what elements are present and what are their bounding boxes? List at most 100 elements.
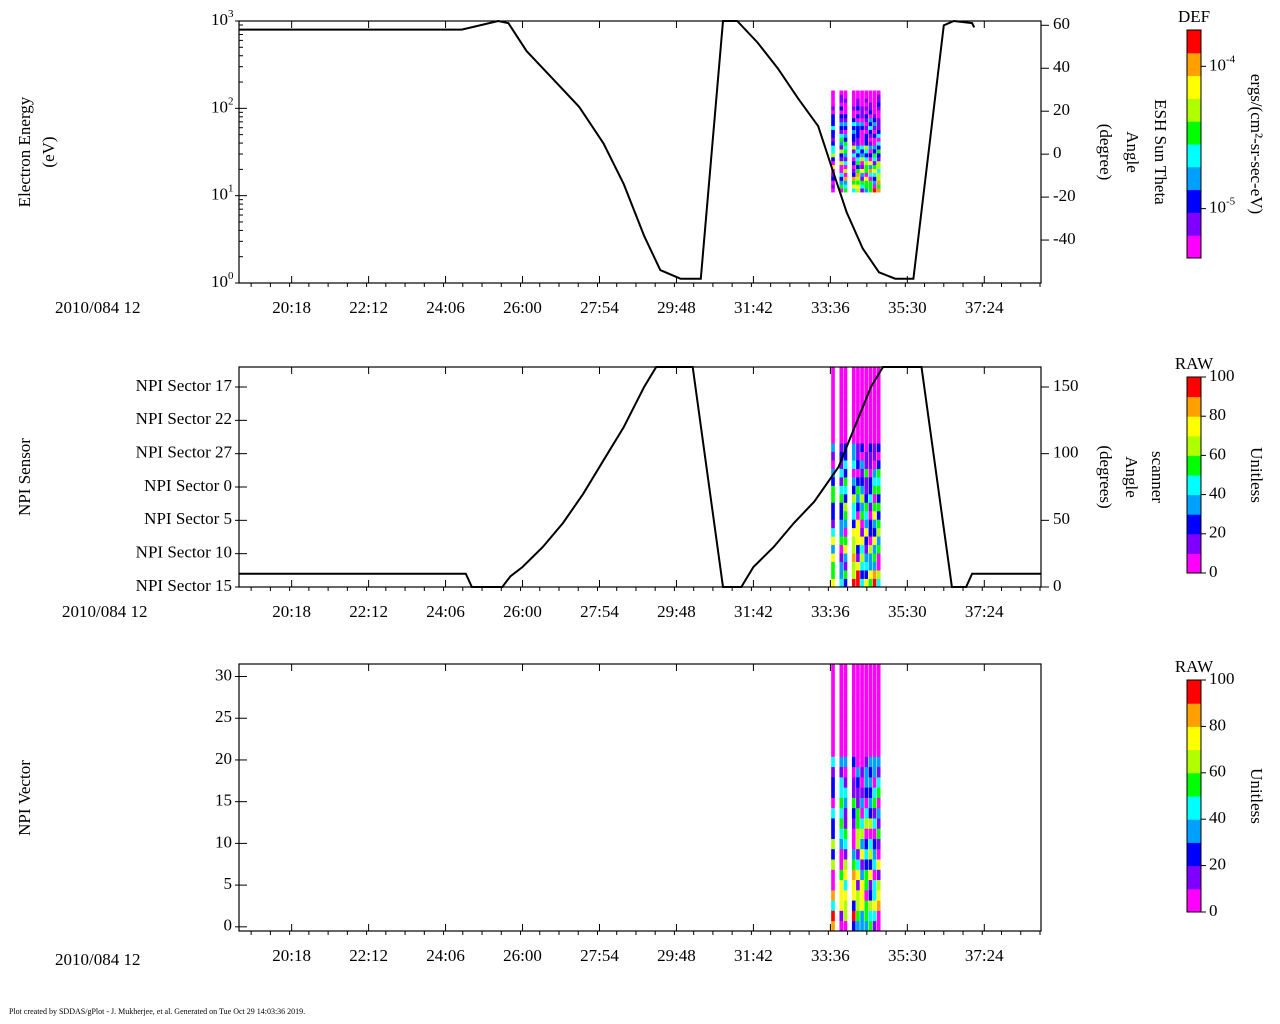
heatmap-cell — [864, 106, 869, 111]
colorbar-frame — [1186, 376, 1202, 574]
heatmap-cell — [876, 578, 881, 588]
heatmap-cell — [831, 137, 835, 142]
heatmap-cell — [876, 477, 881, 486]
x-tick-label: 20:18 — [272, 298, 311, 317]
heatmap-cell — [868, 879, 873, 891]
heatmap-cell — [868, 125, 873, 130]
heatmap-cell — [864, 485, 869, 495]
heatmap-cell — [860, 920, 864, 932]
heatmap-cell — [839, 98, 844, 103]
colorbar-swatch — [1187, 546, 1201, 551]
heatmap-cell — [839, 544, 844, 554]
heatmap-cell — [860, 90, 864, 95]
heatmap-cell — [831, 180, 835, 185]
colorbar-swatch — [1187, 484, 1201, 489]
right-tick-label: 150 — [1053, 376, 1079, 395]
heatmap-cell — [860, 510, 864, 520]
x-tick-label: 33:36 — [811, 946, 850, 965]
heatmap-cell — [843, 125, 848, 130]
heatmap-cell — [851, 160, 856, 166]
heatmap-cell — [839, 859, 844, 870]
heatmap-cell — [831, 102, 835, 107]
colorbar-swatch — [1187, 514, 1201, 518]
heatmap-cell — [839, 553, 844, 563]
heatmap-cell — [876, 141, 881, 146]
heatmap-cell — [851, 149, 856, 154]
heatmap-cell — [851, 180, 856, 185]
heatmap-cell — [868, 561, 873, 571]
heatmap-cell — [839, 818, 844, 829]
heatmap-cell — [831, 409, 835, 419]
heatmap-cell — [856, 180, 860, 185]
heatmap-cell — [851, 900, 856, 911]
heatmap-cell — [839, 106, 844, 111]
colorbar-swatch — [1187, 520, 1201, 525]
date-label: 2010/084 12 — [55, 298, 140, 317]
heatmap-cell — [856, 152, 860, 158]
heatmap-cell — [856, 859, 860, 870]
heatmap-cell — [864, 674, 869, 685]
heatmap-cell — [831, 766, 835, 778]
heatmap-cell — [868, 910, 873, 922]
heatmap-cell — [851, 694, 856, 706]
colorbar-swatch — [1187, 201, 1201, 206]
colorbar-swatch — [1187, 41, 1201, 46]
heatmap-cell — [860, 468, 864, 478]
colorbar-swatch — [1187, 393, 1201, 398]
colorbar-swatch — [1187, 741, 1201, 747]
colorbar-swatch — [1187, 106, 1201, 111]
heatmap-cell — [843, 180, 848, 185]
heatmap-cell — [864, 715, 869, 727]
heatmap-cell — [876, 133, 881, 138]
heatmap-cell — [831, 141, 835, 146]
heatmap-cell — [843, 553, 848, 563]
heatmap-cell — [872, 180, 877, 185]
heatmap-cell — [831, 164, 835, 170]
heatmap-cell — [872, 434, 877, 444]
heatmap-cell — [864, 156, 869, 162]
heatmap-cell — [876, 848, 881, 860]
colorbar-swatch — [1187, 846, 1201, 851]
heatmap-cell — [872, 121, 877, 127]
heatmap-cell — [856, 160, 860, 166]
colorbar-swatch — [1187, 854, 1201, 859]
heatmap-cell — [876, 164, 881, 170]
heatmap-cell — [864, 426, 869, 436]
heatmap-cell — [839, 746, 844, 757]
heatmap-cell — [839, 152, 844, 158]
heatmap-cell — [872, 493, 877, 503]
heatmap-cell — [843, 502, 848, 512]
heatmap-cell — [856, 400, 860, 410]
heatmap-cell — [876, 527, 881, 537]
colorbar-swatch — [1187, 884, 1201, 890]
heatmap-cell — [839, 477, 844, 486]
heatmap-cell — [843, 106, 848, 111]
colorbar-swatch — [1187, 239, 1201, 244]
colorbar-swatch — [1187, 714, 1201, 720]
colorbar-swatch — [1187, 517, 1201, 522]
heatmap-cell — [860, 409, 864, 419]
heatmap-cell — [843, 98, 848, 103]
heatmap-cell — [856, 578, 860, 588]
colorbar-swatch — [1187, 406, 1201, 411]
colorbar-swatch — [1187, 491, 1201, 496]
colorbar-swatch — [1187, 792, 1201, 797]
panel-3 — [235, 663, 1042, 935]
heatmap-cell — [872, 879, 877, 891]
heatmap-cell — [860, 392, 864, 402]
heatmap-cell — [831, 848, 835, 860]
y-tick-label: 100 — [211, 270, 234, 291]
heatmap-cell — [851, 468, 856, 478]
colorbar-swatch — [1187, 117, 1201, 122]
colorbar-title: RAW — [1175, 354, 1214, 373]
heatmap-cell — [839, 735, 844, 747]
heatmap-cell — [843, 848, 848, 860]
y-tick-label: 5 — [224, 874, 233, 893]
heatmap-cell — [864, 493, 869, 503]
heatmap-cell — [843, 172, 848, 177]
heatmap-cell — [843, 578, 848, 588]
heatmap-cell — [868, 156, 873, 162]
heatmap-cell — [868, 160, 873, 166]
heatmap-cell — [864, 102, 869, 107]
heatmap-cell — [839, 129, 844, 134]
